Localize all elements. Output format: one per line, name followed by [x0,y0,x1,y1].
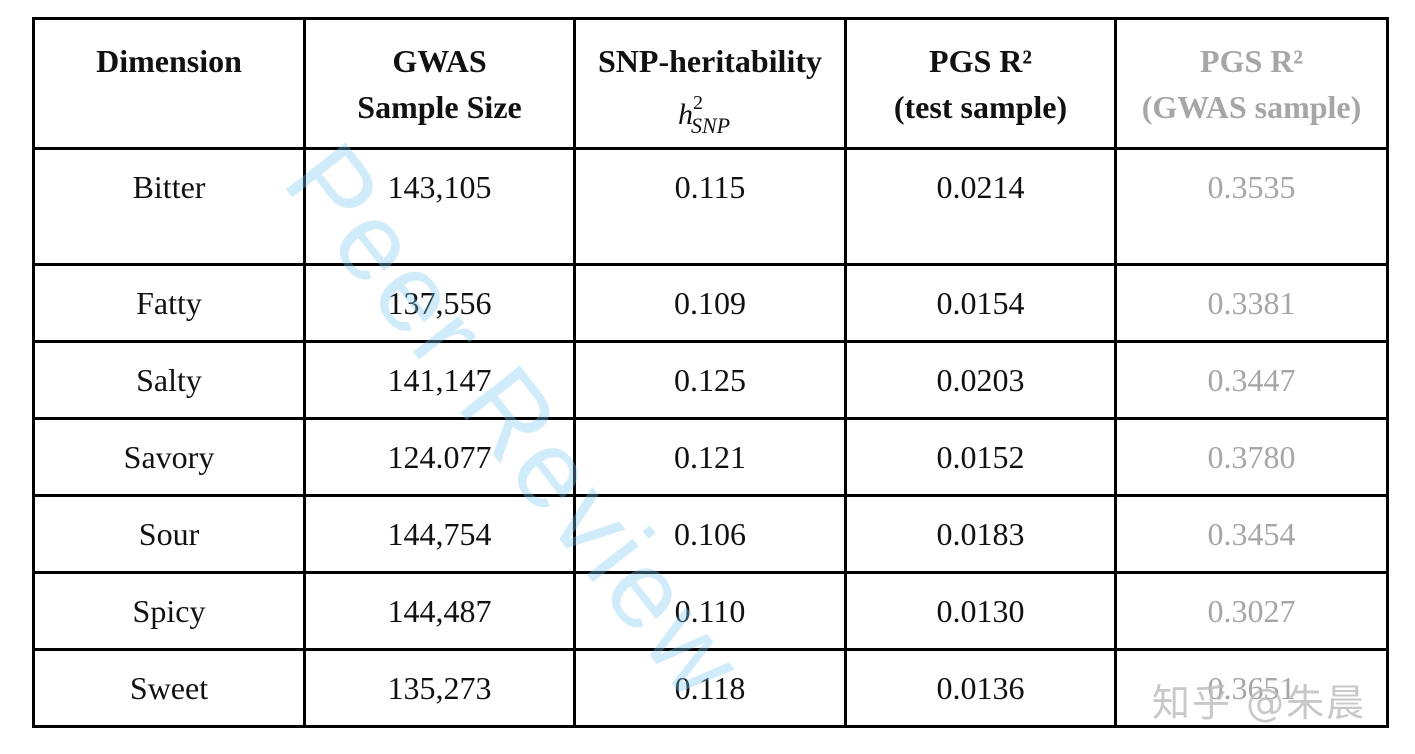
header-snp-heritability: SNP-heritability h2SNP [573,17,847,150]
cell-pgs-gwas: 0.3535 [1114,147,1389,266]
cell-sample-size: 141,147 [303,340,576,420]
table-row: Salty 141,147 0.125 0.0203 0.3447 [32,340,1389,420]
header-row: Dimension GWAS Sample Size SNP-heritabil… [32,17,1389,150]
table-row: Sour 144,754 0.106 0.0183 0.3454 [32,494,1389,574]
header-pgs-test-line2: (test sample) [893,89,1068,125]
header-pgs-test-line1: PGS R² [929,43,1032,79]
cell-pgs-test: 0.0130 [844,571,1117,651]
table-row: Bitter 143,105 0.115 0.0214 0.3535 [32,147,1389,266]
cell-pgs-test: 0.0136 [844,648,1117,728]
zhihu-watermark: 知乎 @朱晨 [1152,681,1367,725]
cell-sample-size: 137,556 [303,263,576,343]
cell-pgs-gwas: 0.3027 [1114,571,1389,651]
cell-pgs-gwas: 0.3780 [1114,417,1389,497]
table-row: Fatty 137,556 0.109 0.0154 0.3381 [32,263,1389,343]
heritability-symbol-base: h [677,98,693,131]
cell-dimension: Sour [32,494,306,574]
cell-sample-size: 135,273 [303,648,576,728]
heritability-symbol-sup: 2 [692,92,703,114]
header-heritability-label: SNP-heritability [598,43,822,79]
cell-dimension: Salty [32,340,306,420]
cell-dimension: Savory [32,417,306,497]
heritability-symbol: h2SNP [576,84,844,147]
cell-heritability: 0.106 [573,494,847,574]
cell-heritability: 0.115 [573,147,847,266]
results-table-container: Dimension GWAS Sample Size SNP-heritabil… [32,17,1389,728]
cell-heritability: 0.109 [573,263,847,343]
cell-dimension: Fatty [32,263,306,343]
header-pgs-gwas: PGS R² (GWAS sample) [1114,17,1389,150]
cell-sample-size: 124.077 [303,417,576,497]
cell-heritability: 0.110 [573,571,847,651]
cell-pgs-test: 0.0214 [844,147,1117,266]
cell-heritability: 0.125 [573,340,847,420]
cell-pgs-gwas: 0.3454 [1114,494,1389,574]
cell-pgs-test: 0.0203 [844,340,1117,420]
cell-sample-size: 143,105 [303,147,576,266]
cell-pgs-test: 0.0183 [844,494,1117,574]
header-dimension-label: Dimension [96,43,242,79]
cell-pgs-gwas: 0.3447 [1114,340,1389,420]
cell-heritability: 0.118 [573,648,847,728]
header-pgs-gwas-line1: PGS R² [1200,43,1303,79]
results-table: Dimension GWAS Sample Size SNP-heritabil… [32,17,1389,728]
header-gwas-line1: GWAS [392,43,487,79]
cell-pgs-test: 0.0154 [844,263,1117,343]
cell-sample-size: 144,487 [303,571,576,651]
header-gwas-line2: Sample Size [357,89,522,125]
cell-dimension: Bitter [32,147,306,266]
cell-pgs-test: 0.0152 [844,417,1117,497]
cell-dimension: Sweet [32,648,306,728]
header-pgs-gwas-line2: (GWAS sample) [1141,89,1362,125]
cell-pgs-gwas: 0.3651 [1114,648,1389,728]
header-pgs-test: PGS R² (test sample) [844,17,1117,150]
header-dimension: Dimension [32,17,306,150]
cell-dimension: Spicy [32,571,306,651]
cell-pgs-gwas: 0.3381 [1114,263,1389,343]
table-row: Sweet 135,273 0.118 0.0136 0.3651 [32,648,1389,728]
table-row: Spicy 144,487 0.110 0.0130 0.3027 [32,571,1389,651]
header-gwas-sample-size: GWAS Sample Size [303,17,576,150]
cell-heritability: 0.121 [573,417,847,497]
heritability-symbol-sub: SNP [690,113,731,138]
table-row: Savory 124.077 0.121 0.0152 0.3780 [32,417,1389,497]
cell-sample-size: 144,754 [303,494,576,574]
